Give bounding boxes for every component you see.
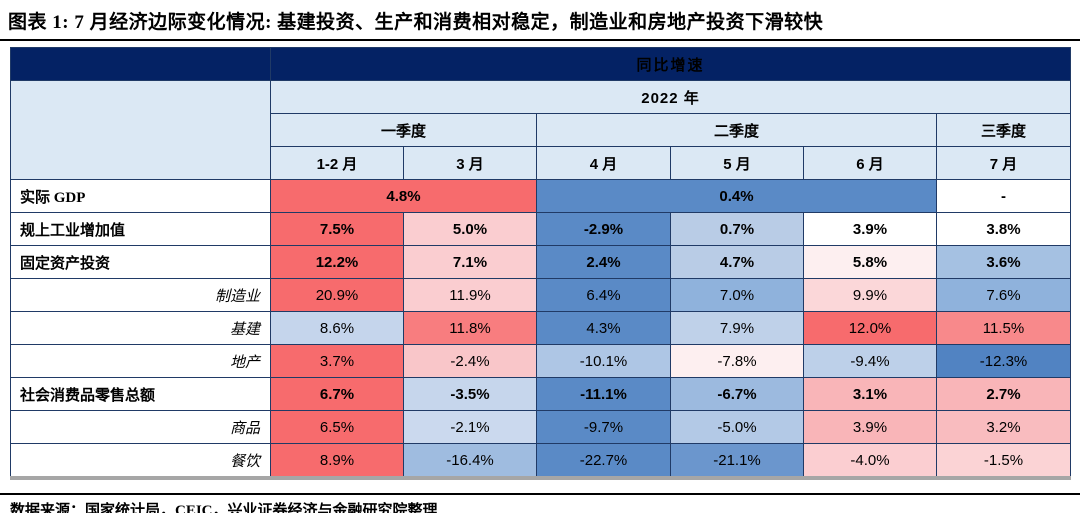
corner-navy-cell: [10, 47, 271, 81]
table-body: 实际 GDP 4.8% 0.4% - 规上工业增加值 7.5% 5.0% -2.9% 0.7% 3…: [10, 179, 1072, 479]
month-header-mar: 3 月: [403, 146, 537, 180]
value-cell: -4.0%: [803, 443, 937, 479]
table-row: 规上工业增加值 7.5% 5.0% -2.9% 0.7% 3.9% 3.8%: [10, 212, 1072, 246]
value-cell: 8.6%: [270, 311, 404, 345]
row-label: 社会消费品零售总额: [10, 377, 271, 411]
quarter-header-q2: 二季度: [536, 113, 937, 147]
value-cell: 3.9%: [803, 212, 937, 246]
quarter-header-q1: 一季度: [270, 113, 537, 147]
row-label: 规上工业增加值: [10, 212, 271, 246]
value-cell: -9.4%: [803, 344, 937, 378]
value-cell: 0.7%: [670, 212, 804, 246]
value-cell: 9.9%: [803, 278, 937, 312]
value-cell: -: [935, 179, 1072, 213]
value-cell: -3.5%: [403, 377, 537, 411]
value-cell: 4.7%: [670, 245, 804, 279]
row-label: 商品: [10, 410, 271, 444]
yoy-growth-header: 同比增速: [269, 47, 1072, 81]
table-row: 地产 3.7% -2.4% -10.1% -7.8% -9.4% -12.3%: [10, 344, 1072, 378]
value-cell: 7.0%: [670, 278, 804, 312]
month-header-may: 5 月: [670, 146, 804, 180]
value-cell: 4.3%: [536, 311, 671, 345]
title-rule: [0, 39, 1080, 41]
value-cell: 20.9%: [270, 278, 404, 312]
value-cell: -2.4%: [403, 344, 537, 378]
month-header-jan-feb: 1-2 月: [270, 146, 404, 180]
row-label: 基建: [10, 311, 271, 345]
value-cell: -10.1%: [536, 344, 671, 378]
value-cell: 3.2%: [935, 410, 1072, 444]
table-row: 实际 GDP 4.8% 0.4% -: [10, 179, 1072, 213]
value-cell: -22.7%: [536, 443, 671, 479]
value-cell: -12.3%: [935, 344, 1072, 378]
value-cell: -16.4%: [403, 443, 537, 479]
value-cell: 8.9%: [270, 443, 404, 479]
table-wrap: 同比增速 2022 年 一季度 二季度 三季度 1-2 月 3 月 4 月 5 …: [10, 47, 1072, 480]
econ-table: 同比增速 2022 年 一季度 二季度 三季度 1-2 月 3 月 4 月 5 …: [10, 47, 1072, 480]
value-cell: -9.7%: [536, 410, 671, 444]
source-note: 数据来源：国家统计局，CEIC，兴业证券经济与金融研究院整理: [10, 503, 438, 513]
row-label: 制造业: [10, 278, 271, 312]
value-cell: 4.8%: [270, 179, 537, 213]
row-label: 实际 GDP: [10, 179, 271, 213]
row-label: 地产: [10, 344, 271, 378]
value-cell: 5.8%: [803, 245, 937, 279]
value-cell: 6.4%: [536, 278, 671, 312]
month-header-jul: 7 月: [935, 146, 1072, 180]
row-label: 餐饮: [10, 443, 271, 479]
corner-blank-cell: [10, 80, 271, 180]
value-cell: 7.9%: [670, 311, 804, 345]
value-cell: -11.1%: [536, 377, 671, 411]
value-cell: 11.5%: [935, 311, 1072, 345]
table-row: 固定资产投资 12.2% 7.1% 2.4% 4.7% 5.8% 3.6%: [10, 245, 1072, 279]
value-cell: 3.8%: [935, 212, 1072, 246]
footer-rule: [0, 493, 1080, 495]
value-cell: 3.7%: [270, 344, 404, 378]
header-row-year: 2022 年: [10, 80, 1072, 180]
value-cell: 7.1%: [403, 245, 537, 279]
value-cell: -2.9%: [536, 212, 671, 246]
year-header: 2022 年: [269, 80, 1072, 114]
quarter-header-q3: 三季度: [935, 113, 1072, 147]
row-label: 固定资产投资: [10, 245, 271, 279]
figure-title: 图表 1: 7 月经济边际变化情况: 基建投资、生产和消费相对稳定，制造业和房地…: [8, 12, 824, 33]
month-header-jun: 6 月: [803, 146, 937, 180]
value-cell: -2.1%: [403, 410, 537, 444]
value-cell: -21.1%: [670, 443, 804, 479]
value-cell: 2.4%: [536, 245, 671, 279]
value-cell: 11.9%: [403, 278, 537, 312]
table-row: 制造业 20.9% 11.9% 6.4% 7.0% 9.9% 7.6%: [10, 278, 1072, 312]
value-cell: -5.0%: [670, 410, 804, 444]
table-row: 基建 8.6% 11.8% 4.3% 7.9% 12.0% 11.5%: [10, 311, 1072, 345]
value-cell: 6.5%: [270, 410, 404, 444]
table-row: 餐饮 8.9% -16.4% -22.7% -21.1% -4.0% -1.5%: [10, 443, 1072, 479]
value-cell: -1.5%: [935, 443, 1072, 479]
value-cell: -7.8%: [670, 344, 804, 378]
month-header-apr: 4 月: [536, 146, 671, 180]
value-cell: 11.8%: [403, 311, 537, 345]
value-cell: 3.9%: [803, 410, 937, 444]
value-cell: 0.4%: [536, 179, 937, 213]
value-cell: -6.7%: [670, 377, 804, 411]
table-row: 社会消费品零售总额 6.7% -3.5% -11.1% -6.7% 3.1% 2.7%: [10, 377, 1072, 411]
value-cell: 3.1%: [803, 377, 937, 411]
value-cell: 12.2%: [270, 245, 404, 279]
header-row-top: 同比增速: [10, 47, 1072, 81]
value-cell: 3.6%: [935, 245, 1072, 279]
value-cell: 6.7%: [270, 377, 404, 411]
header-row-months: 1-2 月 3 月 4 月 5 月 6 月 7 月: [11, 146, 1072, 180]
header-row-quarters: 一季度 二季度 三季度: [11, 113, 1072, 147]
table-row: 商品 6.5% -2.1% -9.7% -5.0% 3.9% 3.2%: [10, 410, 1072, 444]
value-cell: 12.0%: [803, 311, 937, 345]
value-cell: 2.7%: [935, 377, 1072, 411]
value-cell: 7.6%: [935, 278, 1072, 312]
value-cell: 7.5%: [270, 212, 404, 246]
value-cell: 5.0%: [403, 212, 537, 246]
